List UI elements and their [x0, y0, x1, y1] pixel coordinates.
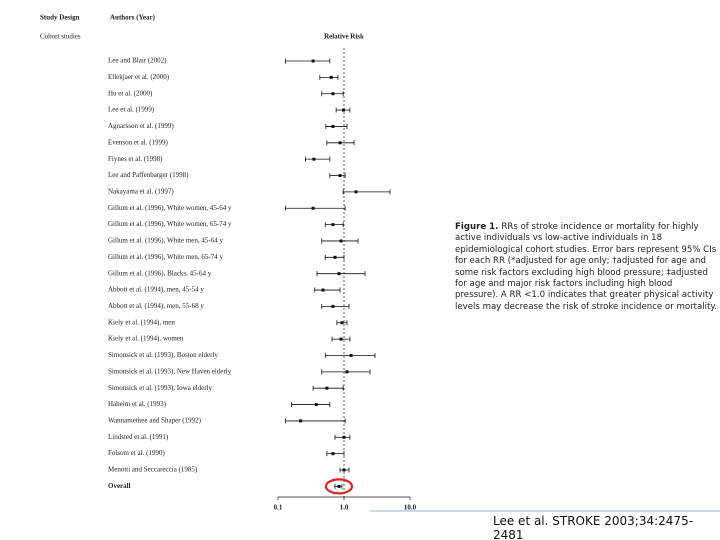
point-estimate: [337, 484, 341, 488]
x-tick-label: 0.1: [274, 504, 283, 512]
point-estimate: [339, 239, 343, 243]
point-estimate: [345, 370, 349, 374]
group-label: Cohort studies: [40, 33, 81, 41]
point-estimate: [331, 124, 335, 128]
point-estimate: [354, 190, 358, 194]
x-axis-label: Relative Risk: [324, 33, 364, 41]
study-label: Evenson et al. (1999): [108, 138, 169, 146]
point-estimate: [333, 255, 337, 259]
study-label: Gillum et al. (1996), White women, 65-74…: [108, 220, 232, 228]
study-label: Fiynes et al. (1998): [108, 155, 163, 163]
study-label: Lee and Paffenbarger (1998): [108, 171, 189, 179]
point-estimate: [342, 435, 346, 439]
study-label: Overall: [108, 482, 131, 490]
study-label: Gillum et al. (1996), Blacks, 45-64 y: [108, 269, 212, 277]
caption: Figure 1. RRs of stroke incidence or mort…: [455, 222, 717, 313]
study-label: Lee et al. (1999): [108, 106, 155, 114]
study-label: Menotti and Seccareccia (1985): [108, 466, 198, 474]
caption-text: RRs of stroke incidence or mortality for…: [455, 222, 717, 312]
point-estimate: [341, 108, 345, 112]
study-label: Folsom et al. (1990): [108, 449, 165, 457]
authors-header: Authors (Year): [110, 14, 156, 22]
point-estimate: [331, 223, 335, 227]
point-estimate: [338, 141, 342, 145]
study-label: Simonsick et al. (1993), Boston elderly: [108, 351, 218, 359]
point-estimate: [342, 468, 346, 472]
study-label: Gillum et al. (1996), White men, 45-64 y: [108, 237, 223, 245]
point-estimate: [311, 206, 315, 210]
study-label: Simonsick et al. (1993), Iowa elderly: [108, 384, 213, 392]
study-label: Abbott et al. (1994), men, 55-68 y: [108, 302, 204, 310]
point-estimate: [329, 75, 333, 79]
point-estimate: [325, 386, 329, 390]
study-label: Wannamethee and Shaper (1992): [108, 417, 202, 425]
point-estimate: [331, 92, 335, 96]
study-label: Lee and Blair (2002): [108, 57, 167, 65]
point-estimate: [338, 174, 342, 178]
point-estimate: [314, 403, 318, 407]
point-estimate: [311, 59, 315, 63]
citation: Lee et al. STROKE 2003;34:2475-2481: [493, 514, 694, 540]
study-label: Nakayama et al. (1997): [108, 187, 174, 195]
study-design-header: Study Design: [40, 14, 80, 22]
study-label: Lindsted et al. (1991): [108, 433, 169, 441]
point-estimate: [339, 337, 343, 341]
study-label: Simonsick et al. (1993), New Haven elder…: [108, 367, 232, 375]
point-estimate: [312, 157, 316, 161]
study-label: Ellekjaer et al. (2000): [108, 73, 170, 81]
point-estimate: [349, 353, 353, 357]
point-estimate: [340, 321, 344, 325]
study-label: Gillum et al. (1996), White men, 65-74 y: [108, 253, 223, 261]
x-tick-label: 1.0: [340, 504, 349, 512]
point-estimate: [331, 452, 335, 456]
study-label: Hu et al. (2000): [108, 89, 153, 97]
study-label: Abbott et al. (1994), men, 45-54 y: [108, 286, 204, 294]
point-estimate: [337, 272, 341, 276]
study-label: Kiely et al. (1994), men: [108, 318, 175, 326]
study-label: Haheim et al. (1993): [108, 400, 167, 408]
point-estimate: [321, 288, 325, 292]
caption-title: Figure 1.: [455, 222, 499, 232]
point-estimate: [299, 419, 303, 423]
highlight-circle: [324, 478, 354, 495]
point-estimate: [331, 304, 335, 308]
study-label: Agnarsson et al. (1999): [108, 122, 174, 130]
study-label: Kiely et al. (1994), women: [108, 335, 184, 343]
x-tick-label: 10.0: [404, 504, 417, 512]
study-label: Gillum et al. (1996), White women, 45-64…: [108, 204, 232, 212]
